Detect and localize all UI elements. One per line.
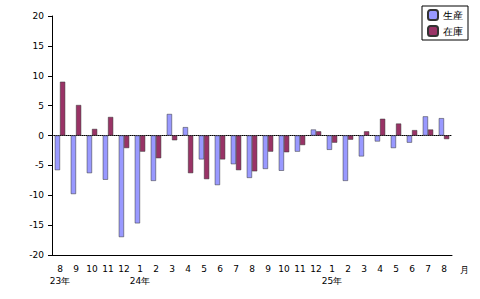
svg-text:12: 12 bbox=[118, 264, 129, 274]
svg-text:月: 月 bbox=[460, 265, 469, 275]
svg-text:8: 8 bbox=[249, 264, 255, 274]
svg-text:5: 5 bbox=[201, 264, 207, 274]
svg-text:11: 11 bbox=[294, 264, 305, 274]
svg-text:9: 9 bbox=[265, 264, 271, 274]
svg-text:7: 7 bbox=[233, 264, 239, 274]
svg-text:在庫: 在庫 bbox=[443, 26, 463, 37]
svg-text:4: 4 bbox=[377, 264, 383, 274]
svg-text:9: 9 bbox=[73, 264, 79, 274]
svg-text:8: 8 bbox=[57, 264, 63, 274]
svg-text:0: 0 bbox=[38, 131, 44, 141]
svg-text:4: 4 bbox=[185, 264, 191, 274]
svg-text:1: 1 bbox=[329, 264, 335, 274]
svg-text:12: 12 bbox=[310, 264, 321, 274]
svg-text:5: 5 bbox=[38, 101, 44, 111]
svg-text:15: 15 bbox=[33, 41, 44, 51]
svg-text:3: 3 bbox=[169, 264, 175, 274]
svg-text:11: 11 bbox=[102, 264, 113, 274]
svg-text:10: 10 bbox=[278, 264, 290, 274]
svg-text:-20: -20 bbox=[29, 250, 44, 260]
svg-text:2: 2 bbox=[345, 264, 351, 274]
svg-text:8: 8 bbox=[441, 264, 447, 274]
svg-text:7: 7 bbox=[425, 264, 431, 274]
svg-text:-15: -15 bbox=[29, 220, 44, 230]
svg-text:6: 6 bbox=[409, 264, 415, 274]
svg-text:-10: -10 bbox=[29, 190, 44, 200]
svg-text:2: 2 bbox=[153, 264, 159, 274]
svg-text:10: 10 bbox=[33, 71, 45, 81]
svg-text:-5: -5 bbox=[35, 160, 44, 170]
svg-text:20: 20 bbox=[33, 11, 45, 21]
svg-text:23年: 23年 bbox=[50, 276, 70, 286]
svg-text:25年: 25年 bbox=[322, 276, 342, 286]
svg-text:3: 3 bbox=[361, 264, 367, 274]
svg-text:6: 6 bbox=[217, 264, 223, 274]
svg-text:1: 1 bbox=[137, 264, 143, 274]
svg-text:5: 5 bbox=[393, 264, 399, 274]
svg-text:10: 10 bbox=[86, 264, 98, 274]
svg-text:生産: 生産 bbox=[443, 10, 463, 21]
svg-text:24年: 24年 bbox=[130, 276, 150, 286]
